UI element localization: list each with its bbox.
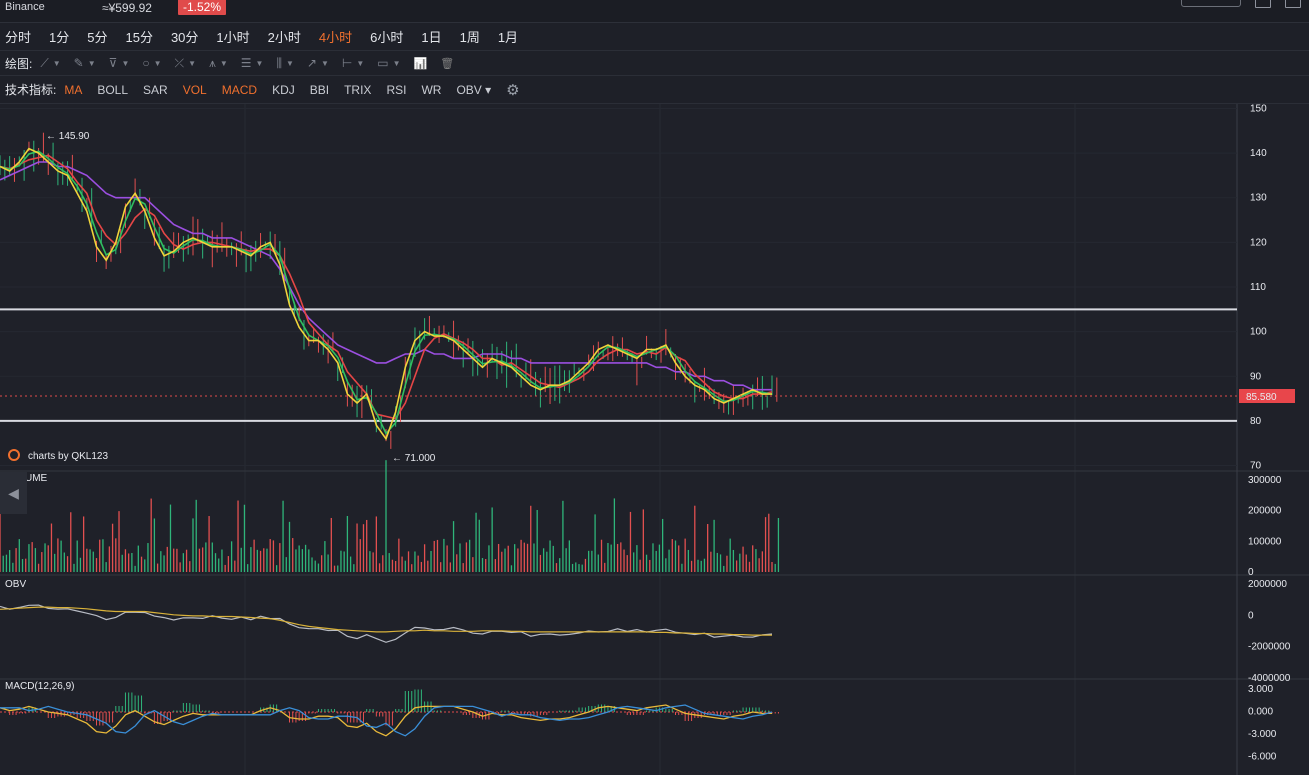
indicator-trix[interactable]: TRIX <box>344 82 372 97</box>
macd-tick-label: -6.000 <box>1248 752 1277 763</box>
timeframe-2[interactable]: 5分 <box>87 30 108 45</box>
chevron-down-icon: ▼ <box>153 58 162 68</box>
price-tick-label: 110 <box>1250 282 1266 293</box>
comment-icon[interactable]: ▭ ▼ <box>377 56 401 70</box>
gear-icon[interactable]: ⚙ <box>506 81 520 99</box>
ma-fast-green-line <box>0 150 773 435</box>
fullscreen-icon[interactable] <box>1255 0 1271 8</box>
arrow-icon[interactable]: ↗ ▼ <box>306 56 329 70</box>
timeframe-0[interactable]: 分时 <box>5 30 32 45</box>
top-bar: Binance ≈¥599.92 -1.52% <box>0 0 1309 23</box>
low-annotation: ← 71.000 <box>392 453 436 464</box>
chevron-down-icon: ▼ <box>320 58 329 68</box>
indicator-ma[interactable]: MA <box>64 82 83 97</box>
price-chart-svg[interactable]: 150 140 130 120 110 100 90 80 70 ← 145.90 ← 71.000… <box>0 104 1309 775</box>
trash-icon[interactable]: 🗑 <box>440 57 455 70</box>
chevron-down-icon: ▼ <box>356 58 365 68</box>
timeframe-10[interactable]: 1周 <box>459 30 480 45</box>
exchange-name: Binance <box>5 1 45 13</box>
timeframe-9[interactable]: 1日 <box>421 30 442 45</box>
price-tick-label: 140 <box>1250 148 1267 159</box>
volume-tick-label: 300000 <box>1248 475 1282 486</box>
drawing-toolbar: 绘图: ⟋ ▼ ✎ ▼ ⊽ ▼ ○ ▼ ⤫ ▼ ⩚ ▼ ☰ ▼ ⫼ ▼ ↗ ▼ ⊢ ▼ ▭ ▼ 📊 🗑 <box>0 51 1309 76</box>
obv-tick-label: -2000000 <box>1248 642 1291 653</box>
indicator-label: 技术指标: <box>5 83 57 97</box>
chart-scroll-left-icon[interactable]: ◀ <box>0 472 27 514</box>
change-badge: -1.52% <box>178 0 227 15</box>
indicator-rsi[interactable]: RSI <box>386 82 407 97</box>
timeframe-6[interactable]: 2小时 <box>267 30 301 45</box>
price-value: ≈¥599.92 <box>102 1 152 15</box>
pattern-icon[interactable]: ⩚ ▼ <box>209 55 228 70</box>
current-price-badge <box>1239 388 1295 403</box>
indicator-sar[interactable]: SAR <box>143 82 168 97</box>
chevron-down-icon: ▼ <box>219 58 228 68</box>
price-tick-label: 80 <box>1250 416 1262 427</box>
top-right-controls <box>1181 0 1301 8</box>
logo-icon <box>8 449 20 461</box>
timeframe-3[interactable]: 15分 <box>125 30 153 45</box>
line-icon[interactable]: ⟋ ▼ <box>40 55 61 70</box>
obv-title: OBV <box>5 579 26 590</box>
indicator-kdj[interactable]: KDJ <box>272 82 295 97</box>
current-price-label: 85.580 <box>1246 392 1277 403</box>
ma-fast-line <box>0 147 772 441</box>
chevron-down-icon: ▼ <box>392 58 401 68</box>
drawing-label: 绘图: <box>5 56 33 71</box>
price-tick-label: 100 <box>1250 327 1267 338</box>
macd-tick-label: -3.000 <box>1248 729 1277 740</box>
pen-icon[interactable]: ✎ ▼ <box>73 56 96 70</box>
macd-tick-label: 0.000 <box>1248 707 1273 718</box>
indicator-bbi[interactable]: BBI <box>309 82 330 97</box>
obv-tick-label: 2000000 <box>1248 579 1287 590</box>
chart-watermark: charts by QKL123 <box>28 451 108 462</box>
macd-tick-label: 3.000 <box>1248 684 1273 695</box>
obv-ma-line <box>0 606 772 636</box>
volume-tick-label: 200000 <box>1248 506 1282 517</box>
measure-icon[interactable]: ⊢ ▼ <box>341 56 365 70</box>
indicator-wr[interactable]: WR <box>421 82 442 97</box>
timeframe-bar: 分时 1分 5分 15分 30分 1小时 2小时 4小时 6小时 1日 1周 1月 <box>0 23 1309 51</box>
bar-chart-icon[interactable]: 📊 <box>413 57 428 70</box>
fib-icon[interactable]: ☰ ▼ <box>240 56 264 70</box>
indicator-boll[interactable]: BOLL <box>97 82 129 97</box>
chevron-down-icon: ▼ <box>286 58 294 68</box>
macd-dea-line <box>0 704 773 737</box>
indicator-obv[interactable]: OBV ▾ <box>456 82 492 97</box>
chevron-down-icon: ▼ <box>87 58 96 68</box>
timeframe-11[interactable]: 1月 <box>497 30 519 45</box>
chevron-down-icon: ▼ <box>52 58 61 68</box>
price-tick-label: 120 <box>1250 237 1267 248</box>
obv-tick-label: 0 <box>1248 610 1254 621</box>
obv-tick-label: -4000000 <box>1248 673 1291 684</box>
obv-line <box>0 604 773 643</box>
chevron-down-icon: ▼ <box>121 58 130 68</box>
price-tick-label: 130 <box>1250 193 1267 204</box>
price-tick-label: 150 <box>1250 104 1267 114</box>
price-tick-label: 70 <box>1250 461 1262 472</box>
timeframe-7[interactable]: 4小时 <box>318 30 353 45</box>
volume-tick-label: 0 <box>1248 567 1254 578</box>
timeframe-5[interactable]: 1小时 <box>216 30 250 45</box>
channel-icon[interactable]: ⊽ ▼ <box>108 56 130 70</box>
timeframe-1[interactable]: 1分 <box>49 30 70 45</box>
chevron-down-icon: ▼ <box>255 58 264 68</box>
indicator-macd[interactable]: MACD <box>221 82 258 97</box>
volume-tick-label: 100000 <box>1248 536 1282 547</box>
top-right-button[interactable] <box>1181 0 1241 7</box>
indicator-vol[interactable]: VOL <box>182 82 207 97</box>
star-icon[interactable] <box>1285 0 1301 8</box>
chevron-down-icon: ▼ <box>188 58 197 68</box>
ma-long-line <box>0 161 772 391</box>
price-tick-label: 90 <box>1250 371 1262 382</box>
circle-icon[interactable]: ○ ▼ <box>142 56 162 70</box>
macd-title: MACD(12,26,9) <box>5 681 74 692</box>
gann-icon[interactable]: ⫼ ▼ <box>276 55 294 70</box>
timeframe-8[interactable]: 6小时 <box>370 30 404 45</box>
high-annotation: ← 145.90 <box>46 131 90 142</box>
timeframe-4[interactable]: 30分 <box>170 30 199 45</box>
indicator-bar: 技术指标: MA BOLL SAR VOL MACD KDJ BBI TRIX RSI WR OBV… <box>0 76 1309 104</box>
cross-line-icon[interactable]: ⤫ ▼ <box>174 55 197 70</box>
chart-area[interactable]: 150 140 130 120 110 100 90 80 70 ← 145.90 ← 71.000… <box>0 104 1309 775</box>
